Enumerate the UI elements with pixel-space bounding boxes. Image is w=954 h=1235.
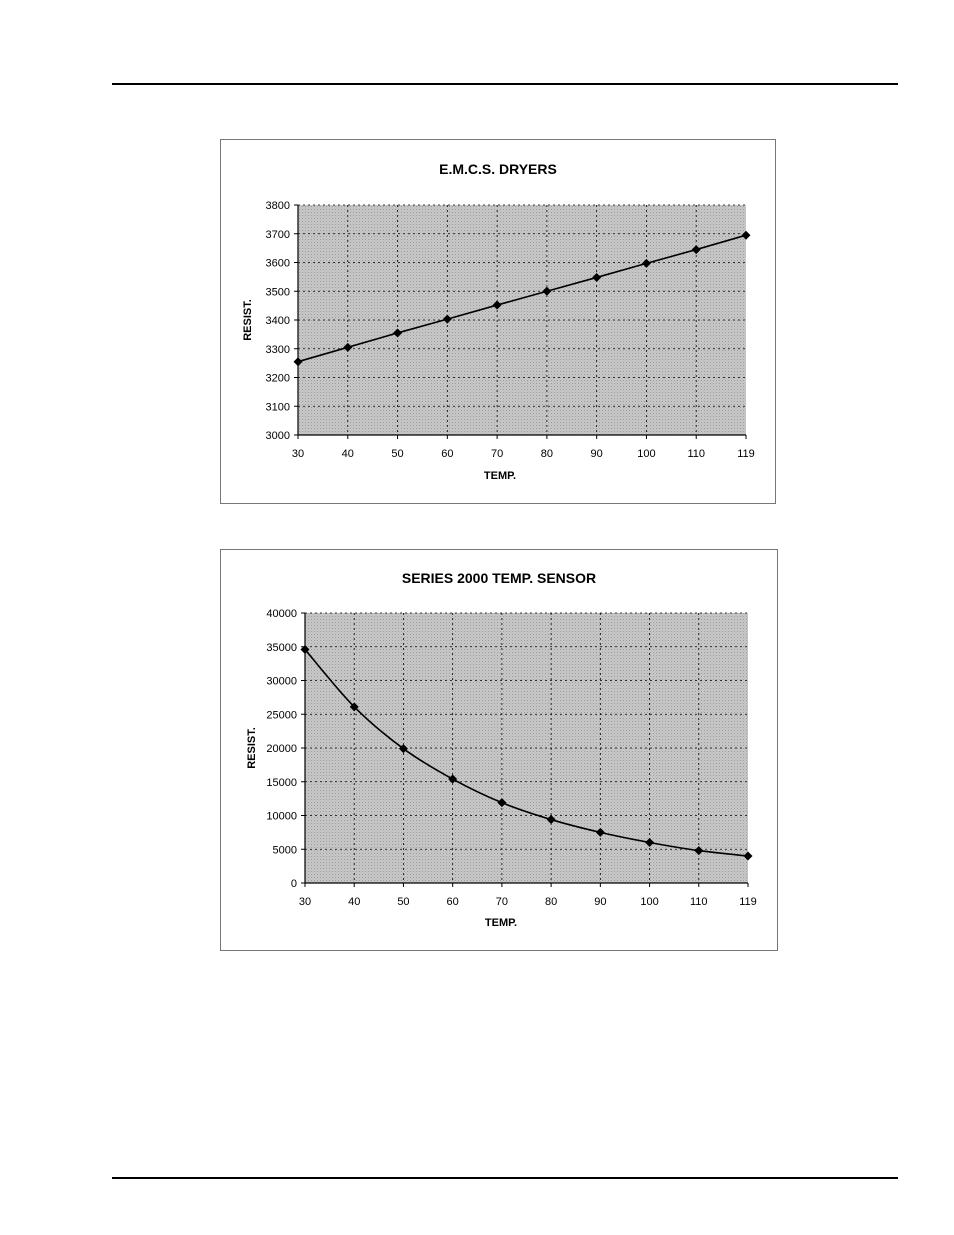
y-tick-label: 3400 [266,315,290,327]
y-tick-label: 3200 [266,373,290,385]
series-2000-sensor-chart-svg: SERIES 2000 TEMP. SENSOR 0 5000 10000 15000 2… [246,570,757,929]
y-tick-label: 3000 [266,430,290,442]
x-tick-label: 100 [637,448,655,460]
x-tick-label: 90 [591,448,603,460]
data-point [343,342,353,352]
x-tick-label: 40 [348,896,360,908]
y-tick-label: 3300 [266,344,290,356]
x-axis-title: TEMP. [484,470,516,482]
data-point [442,314,452,324]
y-axis-title: RESIST. [246,727,258,769]
data-point [546,815,556,825]
y-tick-label: 5000 [273,844,297,856]
x-tick-label: 90 [594,896,606,908]
data-point [743,851,753,861]
data-point [393,328,403,338]
x-tick-label: 30 [299,896,311,908]
x-tick-label: 30 [292,448,304,460]
y-tick-label: 3100 [266,401,290,413]
data-point [492,300,502,310]
data-point [497,798,507,808]
x-tick-label: 60 [441,448,453,460]
x-tick-label: 60 [447,896,459,908]
y-tick-label: 3600 [266,258,290,270]
y-tick-label: 0 [291,878,297,890]
x-axis-title: TEMP. [485,917,517,929]
y-tick-label: 3700 [266,229,290,241]
data-point [448,774,458,784]
y-tick-label: 10000 [266,811,297,823]
x-tick-label: 119 [737,448,755,460]
x-tick-label: 40 [342,448,354,460]
x-tick-label: 119 [739,896,757,908]
y-tick-label: 40000 [266,608,297,620]
chart-title: SERIES 2000 TEMP. SENSOR [402,570,596,586]
y-tick-label: 25000 [266,709,297,721]
y-axis-title: RESIST. [242,299,254,341]
data-point [691,245,701,255]
emcs-dryers-chart: E.M.C.S. DRYERS 3000 3100 3200 3300 3400 3500 3… [220,139,776,504]
footer-rule [112,1177,898,1179]
data-point [741,230,751,240]
data-point [641,258,651,268]
data-point [542,286,552,296]
x-tick-label: 70 [491,448,503,460]
data-point [300,644,310,654]
x-tick-label: 50 [391,448,403,460]
x-tick-label: 100 [640,896,658,908]
data-point [595,827,605,837]
series-line [304,648,749,857]
plot-area-texture [298,205,746,435]
emcs-dryers-chart-svg: E.M.C.S. DRYERS 3000 3100 3200 3300 3400 3500 3… [242,161,755,482]
header-rule [112,83,898,85]
y-tick-label: 3800 [266,200,290,212]
y-tick-label: 3500 [266,286,290,298]
x-tick-label: 80 [545,896,557,908]
chart-title: E.M.C.S. DRYERS [439,161,557,177]
data-point [645,838,655,847]
data-point [293,357,303,367]
data-point [592,272,602,282]
data-point [349,702,359,712]
data-point [398,744,408,754]
y-tick-label: 30000 [266,676,297,688]
data-point [694,846,704,856]
series-line [297,234,747,363]
x-tick-label: 70 [496,896,508,908]
y-tick-label: 20000 [266,743,297,755]
series-2000-sensor-chart: SERIES 2000 TEMP. SENSOR 0 5000 10000 15000 2… [220,549,778,951]
y-tick-label: 35000 [266,642,297,654]
x-tick-label: 50 [397,896,409,908]
x-tick-label: 110 [690,896,708,908]
x-tick-label: 80 [541,448,553,460]
x-tick-label: 110 [687,448,705,460]
y-tick-label: 15000 [266,777,297,789]
